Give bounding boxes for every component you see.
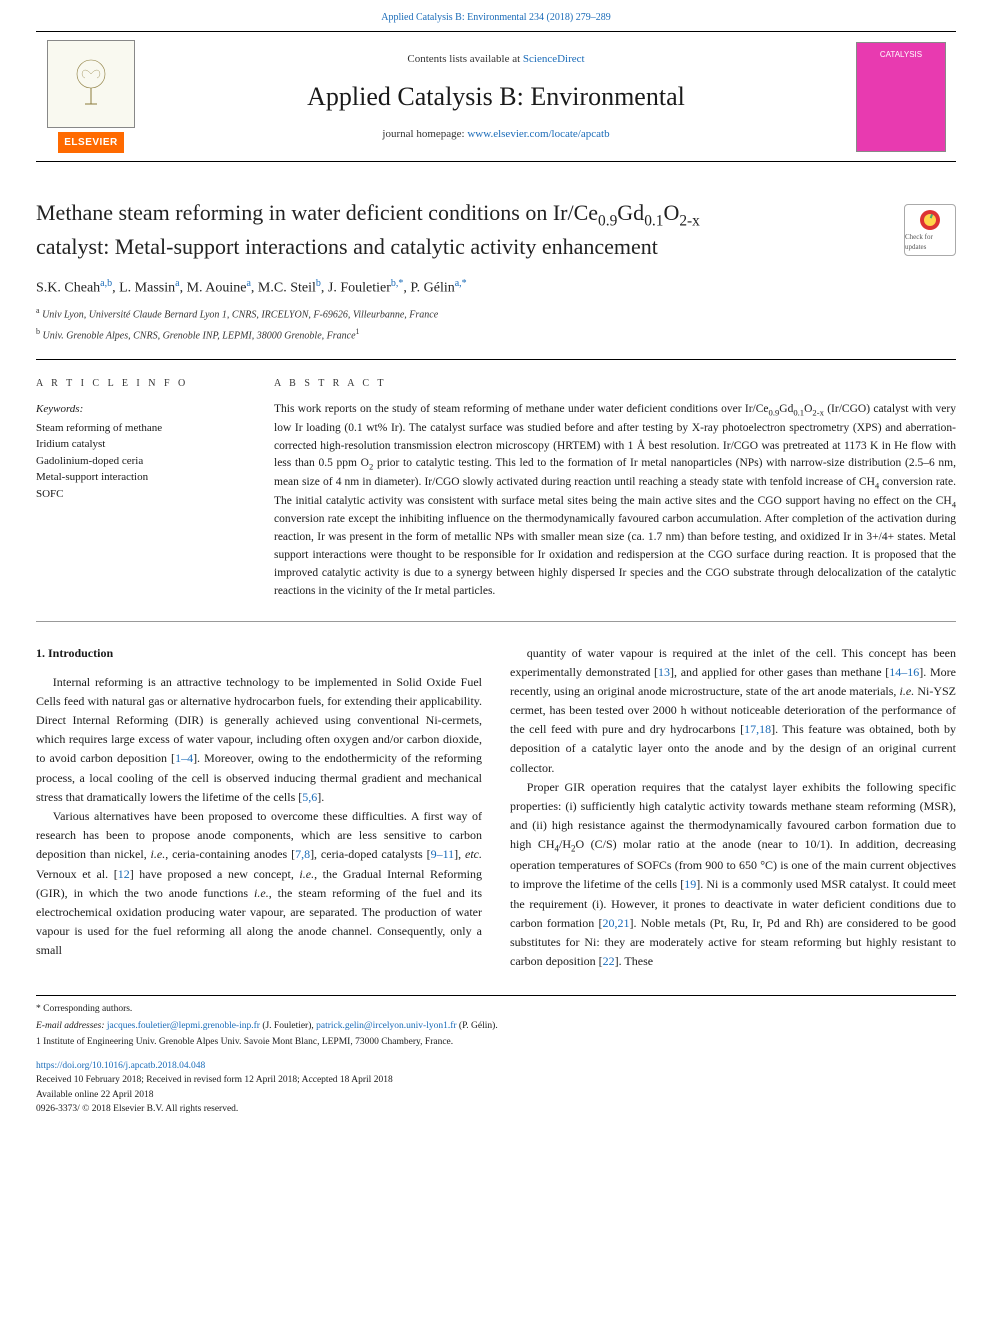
banner-center: Contents lists available at ScienceDirec…	[146, 40, 846, 153]
keywords-list: Steam reforming of methaneIridium cataly…	[36, 420, 238, 503]
section-heading: 1. Introduction	[36, 644, 482, 663]
check-for-updates-badge[interactable]: Check for updates	[904, 204, 956, 256]
journal-cover-thumbnail: CATALYSIS	[856, 42, 946, 152]
divider	[36, 621, 956, 622]
affiliation-text: Univ. Grenoble Alpes, CNRS, Grenoble INP…	[43, 330, 356, 341]
journal-homepage-line: journal homepage: www.elsevier.com/locat…	[146, 126, 846, 143]
article-info-block: A R T I C L E I N F O Keywords: Steam re…	[36, 359, 256, 616]
email-who-1: (J. Fouletier),	[260, 1021, 316, 1031]
keyword-item: Metal-support interaction	[36, 469, 238, 486]
running-citation-link[interactable]: Applied Catalysis B: Environmental 234 (…	[381, 12, 610, 23]
affiliation-text: Univ Lyon, Université Claude Bernard Lyo…	[42, 309, 438, 320]
sciencedirect-link[interactable]: ScienceDirect	[523, 53, 585, 65]
title-part: catalyst: Metal-support interactions and…	[36, 234, 658, 259]
received-line: Received 10 February 2018; Received in r…	[36, 1073, 956, 1087]
publisher-logo-block: ELSEVIER	[36, 40, 146, 153]
check-badge-label: Check for updates	[905, 232, 955, 253]
homepage-link[interactable]: www.elsevier.com/locate/apcatb	[467, 128, 609, 140]
title-block: Methane steam reforming in water deficie…	[36, 198, 956, 262]
institute-footnote: 1 Institute of Engineering Univ. Grenobl…	[36, 1035, 956, 1049]
publisher-label: ELSEVIER	[58, 132, 123, 153]
ref-link[interactable]: 5,6	[302, 790, 317, 804]
title-part: Methane steam reforming in water deficie…	[36, 200, 598, 225]
copyright-line: 0926-3373/ © 2018 Elsevier B.V. All righ…	[36, 1102, 956, 1116]
email-link-2[interactable]: patrick.gelin@ircelyon.univ-lyon1.fr	[316, 1021, 456, 1031]
homepage-prefix: journal homepage:	[382, 128, 467, 140]
corresponding-authors-note: * Corresponding authors.	[36, 1002, 956, 1016]
abstract-text: This work reports on the study of steam …	[274, 401, 956, 600]
title-sub: 2-x	[679, 212, 700, 229]
contents-available-line: Contents lists available at ScienceDirec…	[146, 51, 846, 68]
ref-link[interactable]: 20,21	[602, 916, 629, 930]
email-label: E-mail addresses:	[36, 1021, 107, 1031]
author-list: S.K. Cheaha,b, L. Massina, M. Aouinea, M…	[36, 276, 956, 299]
contents-prefix: Contents lists available at	[407, 53, 522, 65]
keyword-item: Steam reforming of methane	[36, 420, 238, 437]
footnotes-block: * Corresponding authors. E-mail addresse…	[36, 995, 956, 1049]
article-info-heading: A R T I C L E I N F O	[36, 376, 238, 391]
title-part: Gd	[617, 200, 644, 225]
title-part: O	[663, 200, 679, 225]
keyword-item: Gadolinium-doped ceria	[36, 453, 238, 470]
keyword-item: SOFC	[36, 486, 238, 503]
elsevier-tree-icon	[47, 40, 135, 128]
journal-banner: ELSEVIER Contents lists available at Sci…	[36, 31, 956, 162]
right-column: quantity of water vapour is required at …	[510, 644, 956, 972]
affiliation-note-marker: 1	[356, 327, 360, 336]
email-addresses-line: E-mail addresses: jacques.fouletier@lepm…	[36, 1019, 956, 1033]
ref-link[interactable]: 19	[684, 877, 696, 891]
affiliation-a: a Univ Lyon, Université Claude Bernard L…	[36, 305, 956, 322]
journal-name: Applied Catalysis B: Environmental	[146, 77, 846, 116]
ref-link[interactable]: 7,8	[295, 847, 310, 861]
body-paragraph: Proper GIR operation requires that the c…	[510, 778, 956, 971]
ref-link[interactable]: 1–4	[175, 751, 193, 765]
body-two-column: 1. Introduction Internal reforming is an…	[36, 644, 956, 972]
ref-link[interactable]: 22	[603, 954, 615, 968]
email-who-2: (P. Gélin).	[457, 1021, 498, 1031]
doi-link[interactable]: https://doi.org/10.1016/j.apcatb.2018.04…	[36, 1061, 205, 1071]
ref-link[interactable]: 13	[658, 665, 670, 679]
article-title: Methane steam reforming in water deficie…	[36, 198, 956, 262]
body-paragraph: quantity of water vapour is required at …	[510, 644, 956, 778]
ref-link[interactable]: 17,18	[744, 722, 771, 736]
title-sub: 0.9	[598, 212, 617, 229]
body-paragraph: Various alternatives have been proposed …	[36, 807, 482, 961]
info-abstract-row: A R T I C L E I N F O Keywords: Steam re…	[36, 345, 956, 616]
affiliation-b: b Univ. Grenoble Alpes, CNRS, Grenoble I…	[36, 326, 956, 343]
title-sub: 0.1	[644, 212, 663, 229]
email-link-1[interactable]: jacques.fouletier@lepmi.grenoble-inp.fr	[107, 1021, 260, 1031]
body-paragraph: Internal reforming is an attractive tech…	[36, 673, 482, 807]
ref-link[interactable]: 12	[118, 867, 130, 881]
running-citation: Applied Catalysis B: Environmental 234 (…	[0, 0, 992, 31]
available-online-line: Available online 22 April 2018	[36, 1088, 956, 1102]
ref-link[interactable]: 14–16	[889, 665, 919, 679]
abstract-block: A B S T R A C T This work reports on the…	[256, 359, 956, 616]
ref-link[interactable]: 9–11	[431, 847, 455, 861]
keyword-item: Iridium catalyst	[36, 436, 238, 453]
doi-meta-block: https://doi.org/10.1016/j.apcatb.2018.04…	[36, 1059, 956, 1116]
cover-thumbnail-block: CATALYSIS	[846, 40, 956, 153]
abstract-heading: A B S T R A C T	[274, 376, 956, 391]
cover-label: CATALYSIS	[880, 49, 922, 61]
left-column: 1. Introduction Internal reforming is an…	[36, 644, 482, 972]
keywords-label: Keywords:	[36, 401, 238, 418]
